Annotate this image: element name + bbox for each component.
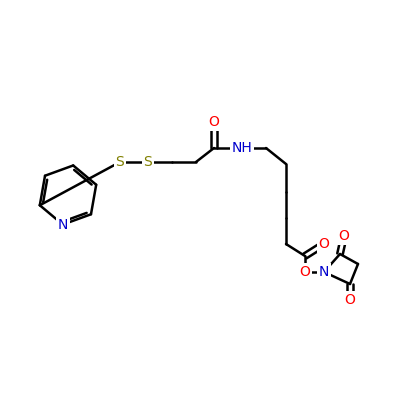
Text: O: O bbox=[338, 229, 350, 243]
Text: S: S bbox=[144, 155, 152, 169]
Text: S: S bbox=[116, 155, 124, 169]
Text: N: N bbox=[58, 218, 68, 232]
Text: O: O bbox=[318, 237, 330, 251]
Text: N: N bbox=[319, 265, 329, 279]
Text: NH: NH bbox=[232, 141, 252, 155]
Text: O: O bbox=[208, 115, 220, 129]
Text: O: O bbox=[300, 265, 310, 279]
Text: O: O bbox=[344, 293, 356, 307]
